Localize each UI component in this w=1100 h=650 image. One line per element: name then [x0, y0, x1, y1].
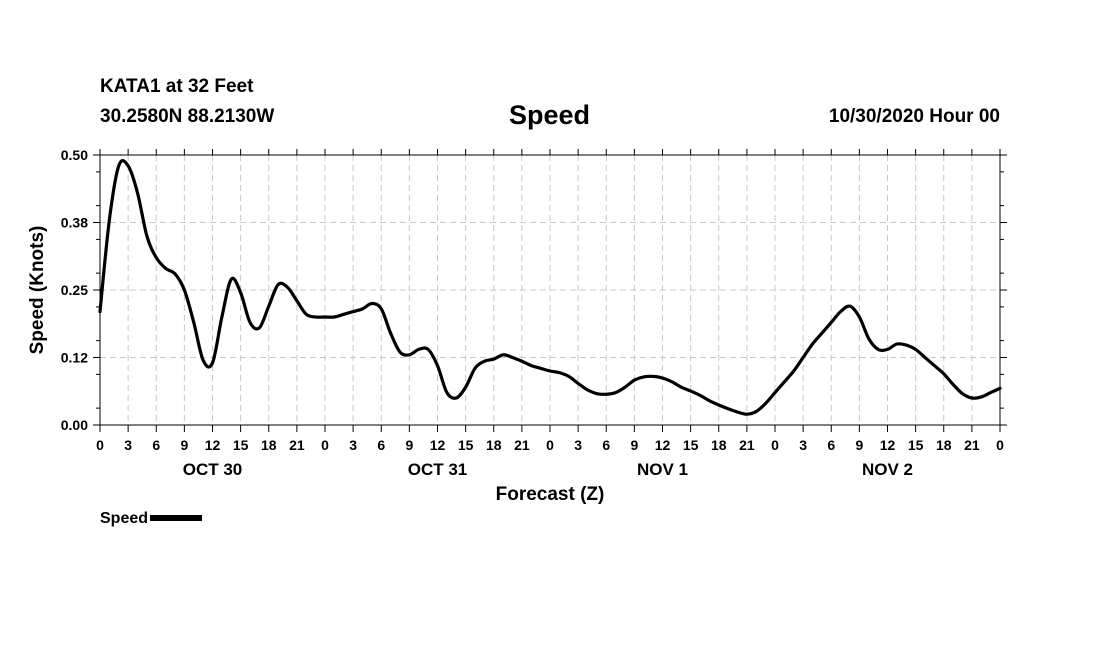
axis-ticks	[93, 149, 1007, 432]
legend: Speed	[100, 510, 203, 528]
station-coordinates: 30.2580N 88.2130W	[100, 106, 275, 127]
x-axis-title: Forecast (Z)	[496, 484, 605, 505]
x-tick-label: 15	[908, 437, 924, 453]
x-tick-label: 3	[574, 437, 582, 453]
x-tick-label: 21	[964, 437, 980, 453]
x-tick-label: 0	[546, 437, 554, 453]
x-tick-label: 15	[233, 437, 249, 453]
legend-label: Speed	[100, 510, 149, 527]
x-tick-label: 6	[602, 437, 610, 453]
day-label: OCT 30	[183, 460, 243, 479]
axis-labels: 0.00 0.12 0.25 0.38 0.50 0 3 6 9 12 15 18 21 0 3 6 9 12 15…	[61, 147, 1004, 479]
x-tick-label: 18	[261, 437, 277, 453]
x-tick-label: 9	[180, 437, 188, 453]
x-tick-label: 12	[430, 437, 446, 453]
x-tick-label: 21	[289, 437, 305, 453]
plot-frame	[99, 154, 1001, 426]
x-tick-label: 6	[377, 437, 385, 453]
speed-series-line	[98, 159, 1002, 416]
day-label: NOV 2	[862, 460, 913, 479]
forecast-datetime: 10/30/2020 Hour 00	[828, 106, 1000, 127]
x-tick-label: 18	[711, 437, 727, 453]
y-tick-label: 0.50	[61, 147, 88, 163]
x-tick-label: 3	[799, 437, 807, 453]
y-tick-label: 0.00	[61, 417, 88, 433]
x-tick-label: 12	[205, 437, 221, 453]
station-title: KATA1 at 32 Feet	[100, 76, 254, 97]
x-tick-label: 9	[855, 437, 863, 453]
x-tick-label: 6	[827, 437, 835, 453]
chart-title: Speed	[509, 100, 591, 130]
series-group	[98, 159, 1002, 416]
x-tick-label: 0	[321, 437, 329, 453]
y-axis-title: Speed (Knots)	[27, 226, 48, 355]
x-tick-label: 15	[683, 437, 699, 453]
x-tick-label: 3	[349, 437, 357, 453]
grid-lines	[100, 155, 1000, 425]
x-tick-label: 9	[630, 437, 638, 453]
x-tick-label: 0	[96, 437, 104, 453]
x-tick-label: 21	[514, 437, 530, 453]
x-tick-label: 18	[486, 437, 502, 453]
x-tick-label: 18	[936, 437, 952, 453]
day-label: OCT 31	[408, 460, 468, 479]
x-tick-label: 21	[739, 437, 755, 453]
y-tick-label: 0.38	[61, 215, 88, 231]
y-tick-label: 0.25	[61, 282, 88, 298]
day-label: NOV 1	[637, 460, 688, 479]
x-tick-label: 6	[152, 437, 160, 453]
x-tick-label: 12	[880, 437, 896, 453]
x-tick-label: 9	[405, 437, 413, 453]
x-tick-label: 0	[996, 437, 1004, 453]
legend-swatch	[150, 514, 203, 521]
x-tick-label: 3	[124, 437, 132, 453]
x-tick-label: 12	[655, 437, 671, 453]
x-tick-label: 15	[458, 437, 474, 453]
y-tick-label: 0.12	[61, 350, 88, 366]
x-tick-label: 0	[771, 437, 779, 453]
